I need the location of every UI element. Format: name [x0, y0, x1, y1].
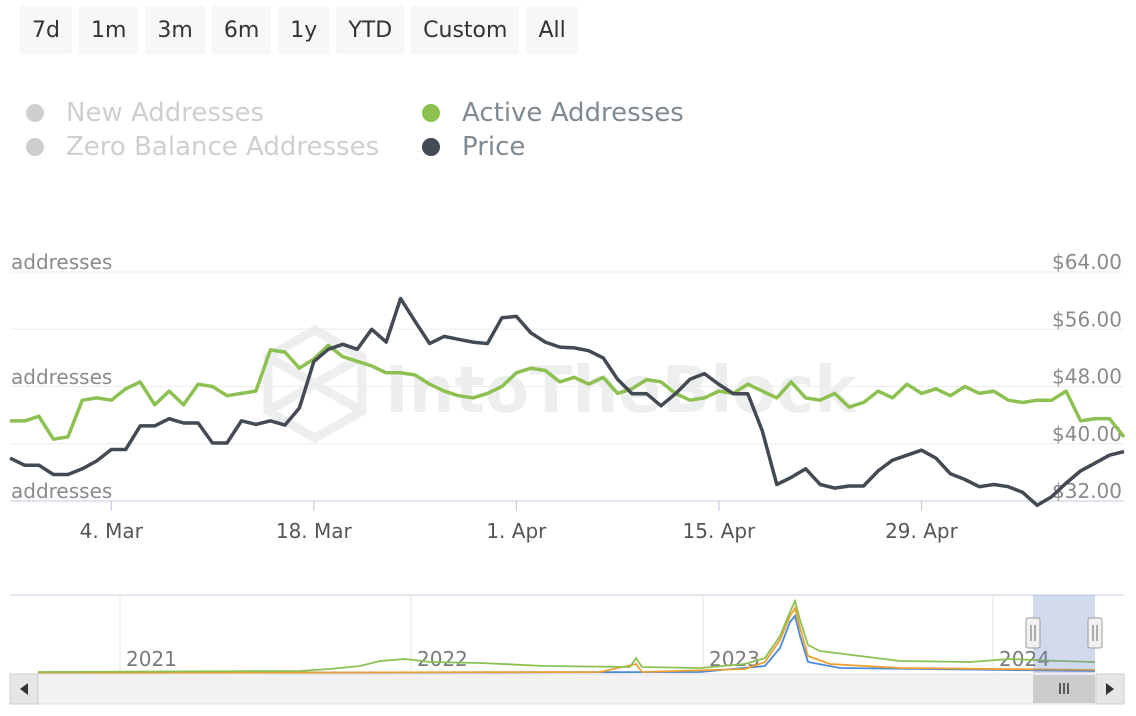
legend-dot-icon [26, 104, 44, 122]
x-tick-label: 15. Apr [683, 519, 757, 543]
navigator-year-label: 2021 [126, 647, 177, 671]
navigator-line-orange [37, 605, 1096, 674]
legend-dot-icon [26, 138, 44, 156]
legend-item-active-addresses[interactable]: Active Addresses [422, 98, 684, 128]
navigator-line-green [37, 598, 1096, 673]
navigator-scrollbar-track[interactable] [9, 673, 1125, 705]
legend-label: Zero Balance Addresses [66, 132, 380, 162]
range-button-1y[interactable]: 1y [278, 6, 330, 54]
scroll-right-arrow-icon[interactable] [1095, 673, 1125, 705]
range-button-all[interactable]: All [526, 6, 578, 54]
navigator-left-handle[interactable] [1025, 617, 1041, 649]
navigator-selection[interactable] [1033, 595, 1095, 673]
navigator-line-blue [37, 614, 1096, 674]
legend-label: Price [462, 132, 526, 162]
x-tick-label: 4. Mar [80, 519, 144, 543]
legend-item-new-addresses[interactable]: New Addresses [26, 98, 264, 128]
series-line-active-addresses [10, 343, 1126, 441]
x-tick-label: 1. Apr [486, 519, 547, 543]
range-button-6m[interactable]: 6m [211, 6, 272, 54]
left-axis-label: addresses [11, 479, 112, 503]
left-axis-label: addresses [11, 250, 112, 274]
legend-label: New Addresses [66, 98, 265, 128]
series-line-price [9, 296, 1125, 508]
range-selector: 7d 1m 3m 6m 1y YTD Custom All [20, 6, 578, 54]
right-axis-tick-label: $40.00 [1052, 422, 1122, 446]
left-axis-label: addresses [11, 365, 112, 389]
right-axis-tick-label: $32.00 [1052, 479, 1122, 503]
range-button-1m[interactable]: 1m [78, 6, 139, 54]
legend-item-price[interactable]: Price [422, 132, 525, 162]
navigator-right-handle[interactable] [1087, 617, 1103, 649]
range-button-ytd[interactable]: YTD [336, 6, 405, 54]
navigator-year-label: 2022 [417, 647, 468, 671]
legend-dot-icon [422, 138, 440, 156]
right-axis-tick-label: $48.00 [1052, 365, 1122, 389]
scroll-left-arrow-icon[interactable] [9, 673, 39, 705]
x-tick-label: 29. Apr [885, 519, 959, 543]
scrollbar-thumb[interactable] [1033, 675, 1095, 703]
legend-item-zero-balance-addresses[interactable]: Zero Balance Addresses [26, 132, 379, 162]
range-button-7d[interactable]: 7d [20, 6, 72, 54]
x-tick-label: 18. Mar [276, 519, 353, 543]
range-button-custom[interactable]: Custom [411, 6, 520, 54]
range-button-3m[interactable]: 3m [145, 6, 205, 54]
right-axis-tick-label: $56.00 [1052, 307, 1122, 331]
legend-dot-icon [422, 104, 440, 122]
right-axis-tick-label: $64.00 [1052, 250, 1122, 274]
legend-label: Active Addresses [462, 98, 684, 128]
